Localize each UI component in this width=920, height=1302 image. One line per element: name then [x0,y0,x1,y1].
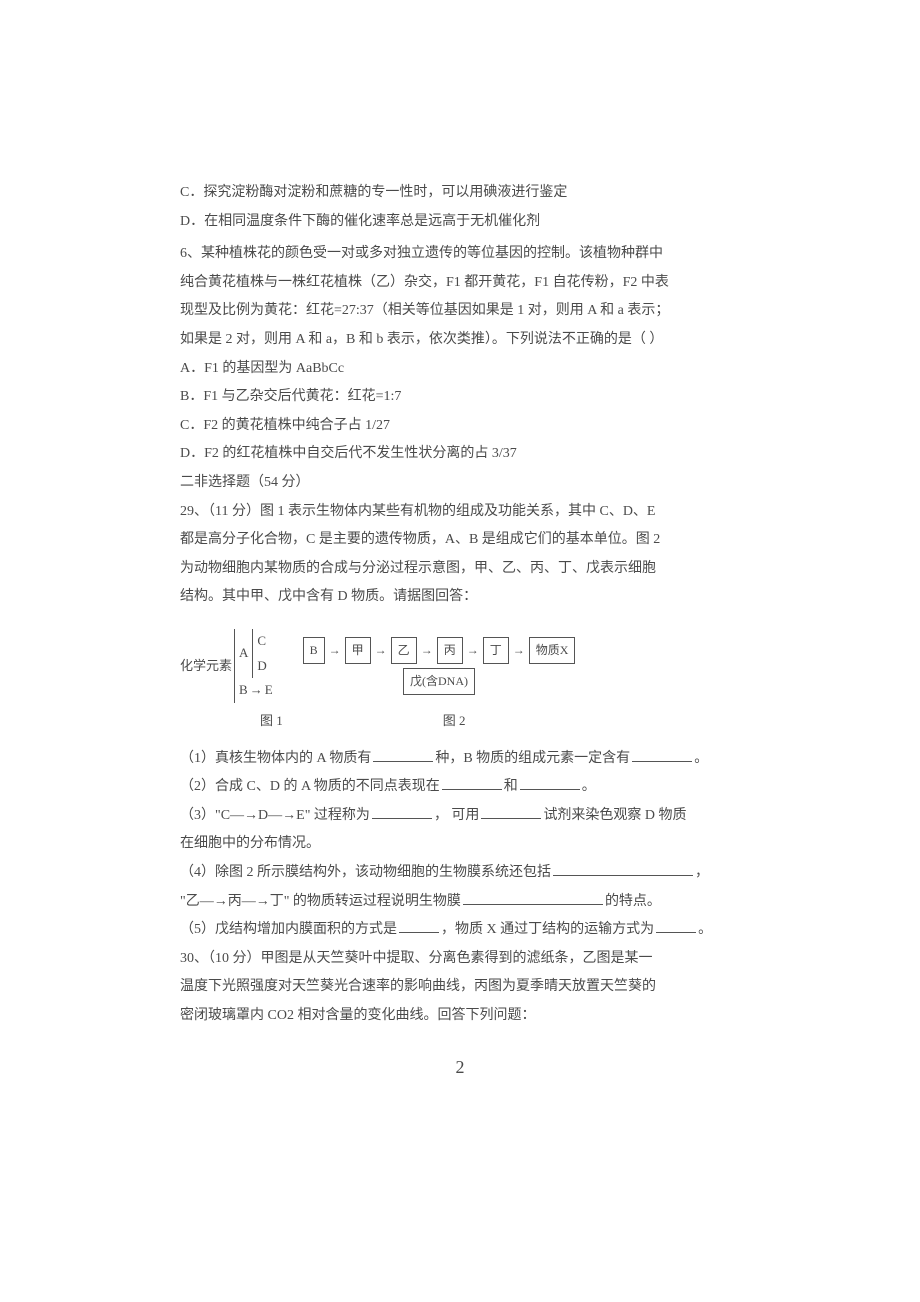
q29-sub5: （5）戊结构增加内膜面积的方式是 ，物质 X 通过丁结构的运输方式为 。 [180,917,740,944]
arrow-icon: → [467,639,479,662]
dia1-b: B [239,678,248,703]
q6-stem-3: 现型及比例为黄花：红花=27:37（相关等位基因如果是 1 对，则用 A 和 a… [180,298,740,325]
arrow-icon: → [421,639,433,662]
section-2-heading: 二非选择题（54 分） [180,470,740,497]
q29-sub2a: （2）合成 C、D 的 A 物质的不同点表现在 [180,779,440,794]
blank-input[interactable] [520,776,580,790]
q29-line-4: 结构。其中甲、戊中含有 D 物质。请据图回答： [180,584,740,611]
q29-sub4: （4）除图 2 所示膜结构外，该动物细胞的生物膜系统还包括 ， [180,860,740,887]
caption-1: 图 1 [260,709,283,734]
q6-stem-2: 纯合黄花植株与一株红花植株（乙）杂交，F1 都开黄花，F1 自花传粉，F2 中表 [180,270,740,297]
q29-line-2: 都是高分子化合物，C 是主要的遗传物质，A、B 是组成它们的基本单位。图 2 [180,527,740,554]
q29-sub5a: （5）戊结构增加内膜面积的方式是 [180,922,397,937]
q29-sub5c: 。 [698,922,712,937]
dia1-root: 化学元素 [180,654,232,679]
diagram-row: 化学元素 A C D B→ E B → 甲 → 乙 → 丙 → 丁 [180,629,740,703]
q29-sub3c: 试剂来染色观察 D 物质 [543,808,686,823]
q29-sub3a: （3）"C—→D—→E" 过程称为 [180,808,370,823]
q30-line-1: 30、（10 分）甲图是从天竺葵叶中提取、分离色素得到的滤纸条，乙图是某一 [180,946,740,973]
q29-sub4d: 的特点。 [605,894,661,909]
q29-sub1a: （1）真核生物体内的 A 物质有 [180,751,371,766]
diagram-1: 化学元素 A C D B→ E [180,629,273,703]
arrow-icon: → [329,639,341,662]
q29-sub4b: ， [695,865,709,880]
q29-line-1: 29、（11 分）图 1 表示生物体内某些有机物的组成及功能关系，其中 C、D、… [180,499,740,526]
q30-line-3: 密闭玻璃罩内 CO2 相对含量的变化曲线。回答下列问题： [180,1003,740,1030]
q29-sub4c-line: "乙—→丙—→丁" 的物质转运过程说明生物膜 的特点。 [180,889,740,916]
blank-input[interactable] [553,862,693,876]
dia2-wuzhi: 物质X [529,637,576,664]
q29-sub3b: ， 可用 [434,808,480,823]
q6-option-a: A．F1 的基因型为 AaBbCc [180,356,740,383]
blank-input[interactable] [632,748,692,762]
dia1-a: A [239,641,248,666]
dia1-e: E [265,678,273,703]
dia1-d: D [257,654,266,679]
q6-option-d: D．F2 的红花植株中自交后代不发生性状分离的占 3/37 [180,441,740,468]
q6-stem-1: 6、某种植株花的颜色受一对或多对独立遗传的等位基因的控制。该植物种群中 [180,241,740,268]
q29-sub2: （2）合成 C、D 的 A 物质的不同点表现在 和 。 [180,774,740,801]
blank-input[interactable] [656,919,696,933]
q29-sub1c: 。 [694,751,708,766]
q29-sub5b: ，物质 X 通过丁结构的运输方式为 [441,922,654,937]
q29-sub3: （3）"C—→D—→E" 过程称为 ， 可用 试剂来染色观察 D 物质 [180,803,740,830]
blank-input[interactable] [373,748,433,762]
q29-sub1: （1）真核生物体内的 A 物质有 种，B 物质的组成元素一定含有 。 [180,746,740,773]
q6-stem-4: 如果是 2 对，则用 A 和 a，B 和 b 表示，依次类推）。下列说法不正确的… [180,327,740,354]
q29-sub4a: （4）除图 2 所示膜结构外，该动物细胞的生物膜系统还包括 [180,865,551,880]
option-c: C．探究淀粉酶对淀粉和蔗糖的专一性时，可以用碘液进行鉴定 [180,180,740,207]
q29-sub4c: "乙—→丙—→丁" 的物质转运过程说明生物膜 [180,894,461,909]
q6-option-c: C．F2 的黄花植株中纯合子占 1/27 [180,413,740,440]
dia2-bing: 丙 [437,637,463,664]
option-d: D．在相同温度条件下酶的催化速率总是远高于无机催化剂 [180,209,740,236]
blank-input[interactable] [372,805,432,819]
dia2-yi: 乙 [391,637,417,664]
arrow-icon: → [375,639,387,662]
dia2-ding: 丁 [483,637,509,664]
blank-input[interactable] [399,919,439,933]
arrow-icon: → [513,639,525,662]
caption-2: 图 2 [443,709,466,734]
caption-row: 图 1 图 2 [260,709,740,734]
q29-line-3: 为动物细胞内某物质的合成与分泌过程示意图，甲、乙、丙、丁、戊表示细胞 [180,556,740,583]
q29-sub1b: 种，B 物质的组成元素一定含有 [435,751,630,766]
dia2-wu: 戊(含DNA) [403,668,475,695]
q29-sub2b: 和 [504,779,518,794]
blank-input[interactable] [481,805,541,819]
q30-line-2: 温度下光照强度对天竺葵光合速率的影响曲线，丙图为夏季晴天放置天竺葵的 [180,974,740,1001]
blank-input[interactable] [463,891,603,905]
q6-option-b: B．F1 与乙杂交后代黄花：红花=1:7 [180,384,740,411]
blank-input[interactable] [442,776,502,790]
diagram-2: B → 甲 → 乙 → 丙 → 丁 → 物质X 戊(含DNA) [303,637,576,695]
dia2-jia: 甲 [345,637,371,664]
q29-sub3d: 在细胞中的分布情况。 [180,831,740,858]
dia2-b: B [303,637,325,664]
dia1-c: C [257,629,266,654]
page-number: 2 [180,1050,740,1084]
q29-sub2c: 。 [582,779,596,794]
